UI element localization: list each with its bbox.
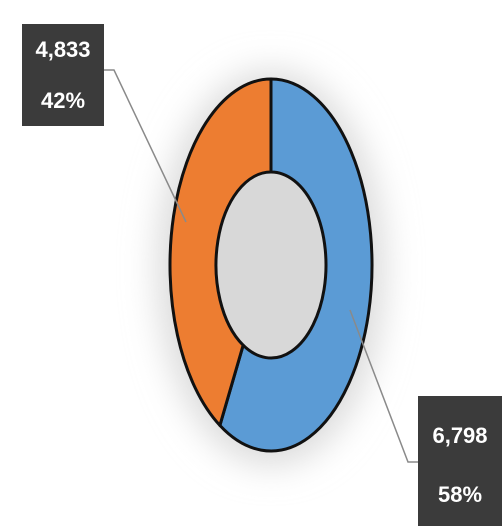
leader-line: [104, 69, 187, 223]
value-label: 6,798: [432, 423, 487, 448]
donut-slice: [168, 77, 273, 427]
donut-slice: [218, 77, 374, 453]
percent-label: 58%: [438, 482, 482, 507]
value-label: 4,833: [35, 37, 90, 62]
leader-line: [349, 309, 418, 463]
label-box: [22, 24, 104, 126]
label-box: [418, 396, 502, 526]
percent-label: 42%: [41, 88, 85, 113]
